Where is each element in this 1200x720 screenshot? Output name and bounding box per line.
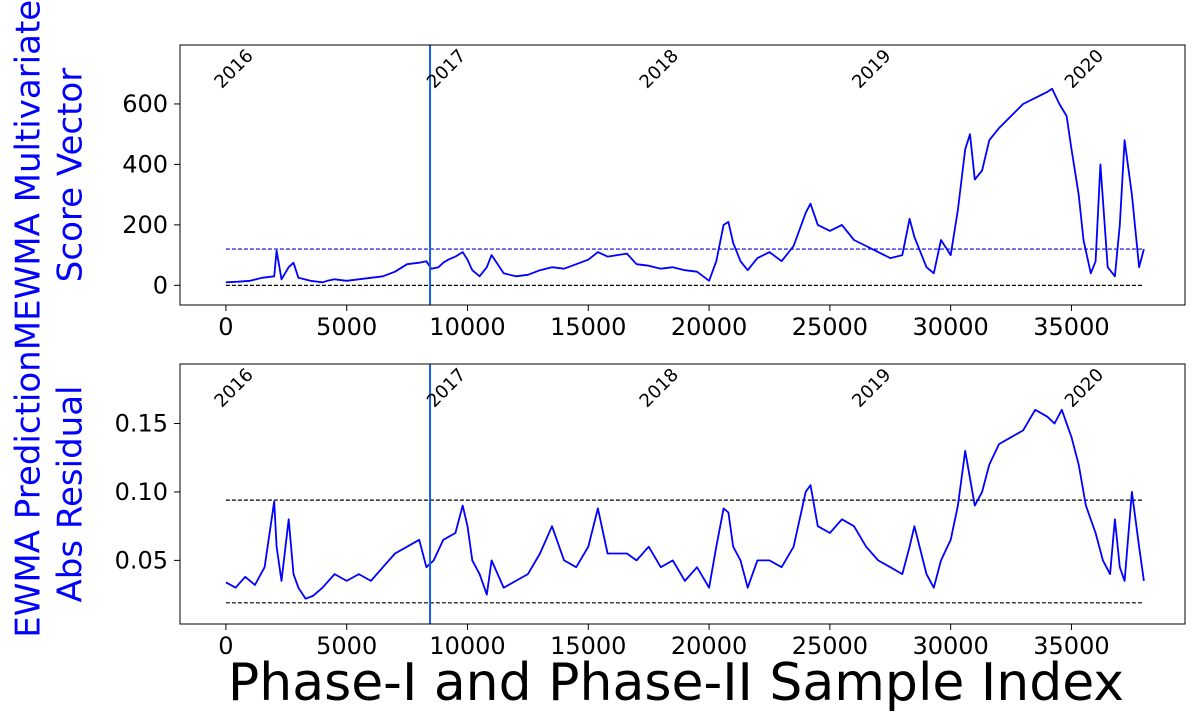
x-tick-label: 35000 <box>1033 313 1109 341</box>
y-tick-label: 0.15 <box>115 410 168 438</box>
y-tick-label: 200 <box>122 211 168 239</box>
year-label-2020: 2020 <box>1061 364 1108 411</box>
x-tick-label: 5000 <box>316 313 377 341</box>
y-axis-label-line-2: Score Vector <box>51 68 91 282</box>
x-tick-label: 30000 <box>912 632 988 660</box>
year-label-2016: 2016 <box>210 364 257 411</box>
x-tick-label: 20000 <box>671 632 747 660</box>
y-axis-label-line-1: EWMA Prediction <box>9 350 49 637</box>
year-label-2016: 2016 <box>210 45 257 92</box>
x-tick-label: 30000 <box>912 313 988 341</box>
year-label-2018: 2018 <box>636 364 683 411</box>
y-tick-label: 0.10 <box>115 478 168 506</box>
y-tick-label: 0.05 <box>115 546 168 574</box>
year-label-2019: 2019 <box>848 45 895 92</box>
x-tick-label: 0 <box>218 632 233 660</box>
x-tick-label: 10000 <box>429 313 505 341</box>
x-tick-label: 15000 <box>550 632 626 660</box>
y-tick-label: 0 <box>153 271 168 299</box>
x-tick-label: 0 <box>218 313 233 341</box>
y-axis-label-line-2: Abs Residual <box>51 386 91 603</box>
x-axis-label: Phase-I and Phase-II Sample Index <box>228 653 1124 713</box>
y-axis-label-line-1: MEWMA Multivariate <box>9 0 49 350</box>
x-tick-label: 10000 <box>429 632 505 660</box>
x-tick-label: 35000 <box>1033 632 1109 660</box>
x-tick-label: 25000 <box>792 632 868 660</box>
year-label-2019: 2019 <box>848 364 895 411</box>
axes-frame <box>179 363 1186 625</box>
year-label-2018: 2018 <box>636 45 683 92</box>
x-tick-label: 15000 <box>550 313 626 341</box>
x-tick-label: 5000 <box>316 632 377 660</box>
y-tick-label: 600 <box>122 90 168 118</box>
series-line <box>225 408 1145 600</box>
x-tick-label: 20000 <box>671 313 747 341</box>
top-panel-mewma: 0 5000 10000 15000 20000 25000 30000 35000 0 200 4… <box>9 0 1186 350</box>
x-tick-label: 25000 <box>792 313 868 341</box>
bottom-panel-ewma: 0 5000 10000 15000 20000 25000 30000 35000 0.05 0… <box>9 350 1186 660</box>
axes-frame <box>179 44 1186 306</box>
y-tick-label: 400 <box>122 150 168 178</box>
series-line <box>225 87 1145 284</box>
year-label-2020: 2020 <box>1061 45 1108 92</box>
